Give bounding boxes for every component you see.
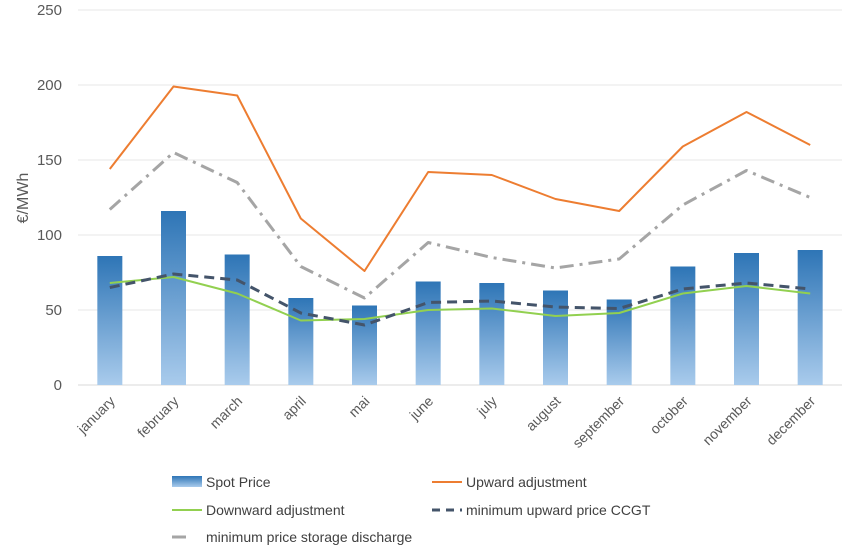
y-tick-label: 250: [37, 2, 62, 19]
y-tick-label: 200: [37, 77, 62, 94]
series-lines: [108, 85, 811, 327]
legend-label: Downward adjustment: [206, 502, 345, 518]
x-axis-ticks: january february march april mai june july augu…: [73, 393, 818, 451]
bar-spot-price: [224, 254, 250, 385]
x-tick-label: february: [134, 393, 182, 441]
legend-label: minimum upward price CCGT: [466, 502, 651, 518]
bar-spot-price: [415, 281, 441, 385]
legend-item: Upward adjustment: [432, 474, 587, 490]
y-axis-ticks: 0 50 100 150 200 250: [37, 2, 62, 394]
legend-swatch: [172, 476, 202, 487]
bar-spot-price: [797, 250, 823, 385]
x-tick-label: mai: [345, 393, 372, 420]
x-tick-label: october: [647, 393, 692, 438]
x-tick-label: january: [73, 393, 117, 437]
legend: Spot Price Upward adjustment Downward adju…: [172, 474, 651, 545]
y-axis-title: €/MWh: [15, 173, 32, 224]
bar-spot-price: [97, 256, 123, 385]
series-line-upward-adjustment: [109, 85, 811, 272]
x-tick-label: march: [206, 393, 245, 432]
y-tick-label: 100: [37, 227, 62, 244]
x-tick-label: september: [569, 393, 627, 451]
legend-item: Spot Price: [172, 474, 271, 490]
y-tick-label: 150: [37, 152, 62, 169]
y-tick-label: 0: [54, 377, 62, 394]
legend-label: Upward adjustment: [466, 474, 587, 490]
x-tick-label: december: [763, 393, 819, 449]
x-tick-label: august: [523, 393, 564, 434]
x-tick-label: july: [473, 393, 500, 420]
x-tick-label: april: [279, 393, 309, 423]
legend-label: Spot Price: [206, 474, 271, 490]
bar-spot-price: [161, 211, 186, 385]
x-tick-label: june: [406, 393, 437, 424]
bar-spot-price: [734, 253, 759, 385]
legend-label: minimum price storage discharge: [206, 529, 412, 545]
y-tick-label: 50: [45, 302, 62, 319]
series-line-minimum-upward-price-ccgt: [109, 272, 811, 327]
bar-spot-price: [479, 283, 505, 385]
legend-item: minimum upward price CCGT: [432, 502, 651, 518]
bar-spot-price: [670, 266, 696, 385]
series-line-downward-adjustment: [109, 276, 811, 322]
series-line-minimum-price-storage-discharge: [108, 151, 811, 300]
x-tick-label: november: [699, 393, 755, 449]
bar-spot-price: [288, 298, 314, 385]
bars-spot-price: [97, 211, 823, 385]
legend-item: minimum price storage discharge: [172, 529, 412, 545]
legend-item: Downward adjustment: [172, 502, 345, 518]
grid-lines: [78, 9, 842, 386]
